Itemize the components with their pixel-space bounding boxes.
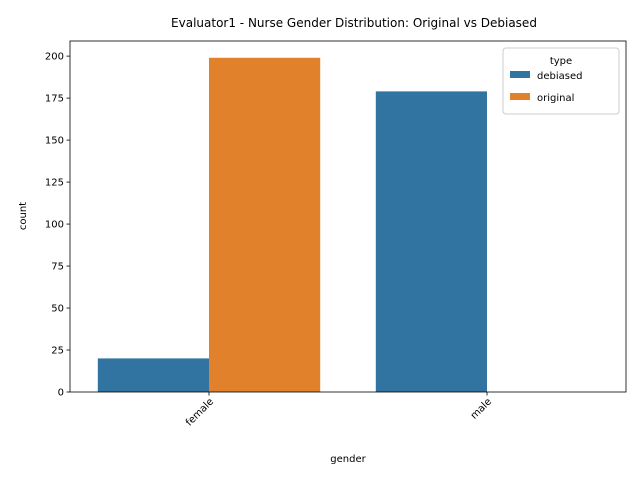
y-tick-label-25: 25 <box>51 346 64 357</box>
y-axis: 0 25 50 75 100 125 150 175 200 <box>45 52 70 399</box>
y-tick-label-75: 75 <box>51 262 64 273</box>
y-tick-label-125: 125 <box>45 178 64 189</box>
legend-frame <box>502 47 620 115</box>
legend-swatch-debiased <box>510 71 530 78</box>
y-tick-label-150: 150 <box>45 136 64 147</box>
chart-title: Evaluator1 - Nurse Gender Distribution: … <box>171 16 537 30</box>
y-tick-label-0: 0 <box>58 388 64 399</box>
x-tick-label-female: female <box>184 396 216 428</box>
plot-frame <box>69 40 627 393</box>
legend: type debiased original <box>502 47 620 115</box>
legend-label-original: original <box>537 93 574 104</box>
bar-debiased-male <box>375 91 487 392</box>
x-tick-label-male: male <box>469 396 494 421</box>
y-tick-label-50: 50 <box>51 304 64 315</box>
y-tick-label-175: 175 <box>45 94 64 105</box>
bars <box>97 57 487 392</box>
plot-area: 0 25 50 75 100 125 150 175 200 female male <box>45 40 627 429</box>
y-tick-label-200: 200 <box>45 52 64 63</box>
legend-title: type <box>550 56 572 67</box>
y-tick-label-100: 100 <box>45 220 64 231</box>
x-axis: female male <box>184 392 494 429</box>
bar-debiased-female <box>97 358 209 392</box>
legend-swatch-original <box>510 93 530 100</box>
bar-original-female <box>209 57 321 392</box>
legend-label-debiased: debiased <box>537 71 582 82</box>
x-axis-title: gender <box>330 454 366 465</box>
y-axis-title: count <box>18 202 29 230</box>
